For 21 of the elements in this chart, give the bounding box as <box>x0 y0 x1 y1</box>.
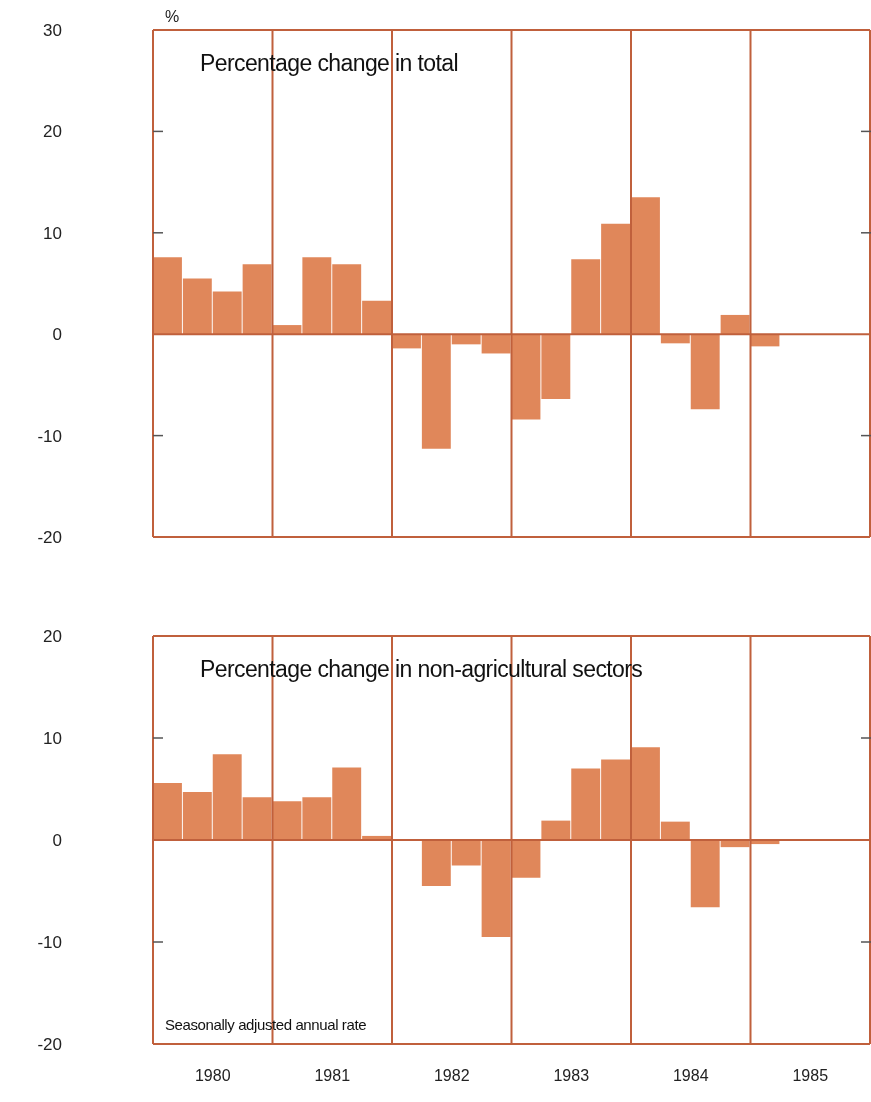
y-tick-label: 20 <box>43 626 62 646</box>
bar <box>511 840 541 878</box>
y-tick-label: 10 <box>43 728 62 748</box>
x-tick-label: 1982 <box>433 1067 470 1085</box>
y-tick-label: -20 <box>37 1034 62 1054</box>
y-tick-label: 0 <box>52 830 62 850</box>
y-tick-label: 0 <box>52 325 62 345</box>
y-tick-label: -10 <box>37 426 62 446</box>
y-tick-label: 30 <box>43 20 62 40</box>
x-tick-label: 1981 <box>314 1067 351 1085</box>
x-tick-label: 1985 <box>792 1067 829 1085</box>
y-tick-label: -10 <box>37 932 62 952</box>
bar <box>720 314 750 335</box>
bar <box>631 197 660 335</box>
x-tick-label: 1984 <box>672 1067 709 1085</box>
y-axis-title: % <box>165 8 180 26</box>
x-tick-label: 1980 <box>194 1067 231 1085</box>
y-tick-label: 10 <box>43 223 62 243</box>
y-tick-label: -20 <box>37 527 62 547</box>
x-tick-label: 1983 <box>553 1067 590 1085</box>
y-tick-label: 20 <box>43 122 62 142</box>
